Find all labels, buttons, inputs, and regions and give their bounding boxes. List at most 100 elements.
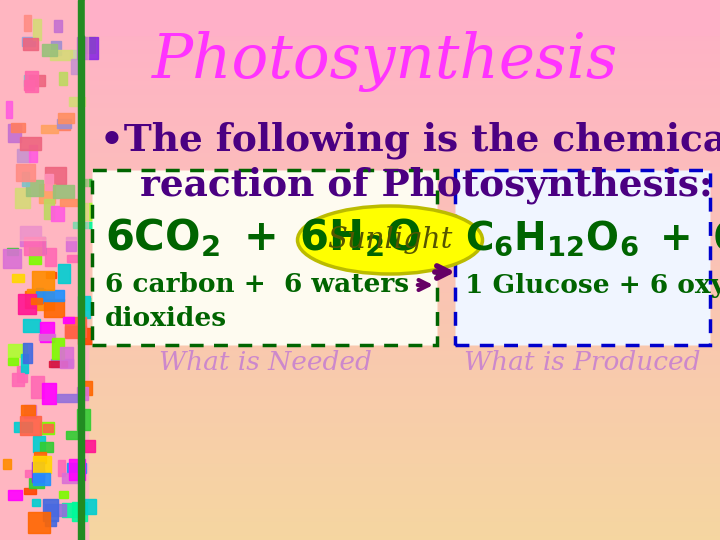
- Bar: [85, 180, 720, 185]
- Bar: [17, 366, 27, 382]
- Bar: [85, 301, 720, 306]
- Bar: [85, 297, 720, 301]
- Bar: [85, 347, 720, 351]
- Bar: [58, 113, 74, 123]
- Bar: [0, 0, 720, 30]
- Bar: [85, 378, 720, 382]
- Bar: [53, 185, 73, 198]
- Bar: [84, 440, 95, 452]
- Bar: [85, 328, 720, 333]
- Bar: [45, 520, 56, 526]
- Bar: [45, 248, 55, 266]
- Bar: [85, 126, 720, 131]
- Bar: [66, 431, 79, 438]
- Bar: [22, 172, 30, 186]
- Bar: [45, 504, 66, 516]
- Bar: [59, 491, 68, 498]
- Bar: [77, 387, 89, 400]
- Bar: [45, 174, 53, 191]
- Bar: [85, 342, 720, 347]
- Bar: [85, 490, 720, 495]
- Bar: [85, 18, 720, 23]
- Bar: [24, 406, 36, 417]
- Bar: [68, 97, 85, 106]
- Bar: [85, 108, 720, 112]
- Bar: [32, 462, 44, 482]
- Bar: [60, 347, 73, 368]
- Bar: [85, 432, 720, 436]
- Bar: [22, 37, 35, 46]
- Bar: [39, 237, 45, 254]
- Bar: [33, 19, 40, 39]
- Bar: [84, 381, 92, 395]
- Bar: [27, 289, 45, 303]
- Bar: [20, 416, 41, 435]
- Bar: [85, 131, 720, 135]
- Bar: [49, 361, 68, 367]
- Bar: [45, 167, 66, 184]
- Bar: [85, 409, 720, 414]
- Bar: [50, 50, 72, 60]
- Bar: [46, 272, 56, 278]
- Bar: [58, 265, 71, 283]
- Bar: [42, 424, 53, 432]
- Bar: [51, 206, 64, 221]
- Bar: [85, 256, 720, 261]
- Text: Photosynthesis: Photosynthesis: [152, 31, 618, 92]
- Bar: [85, 99, 720, 104]
- Bar: [85, 0, 720, 4]
- Bar: [63, 318, 74, 323]
- Bar: [6, 248, 18, 255]
- Bar: [29, 478, 44, 488]
- Ellipse shape: [297, 206, 482, 274]
- Bar: [85, 392, 720, 396]
- Bar: [85, 198, 720, 202]
- Bar: [85, 104, 720, 108]
- Bar: [85, 243, 720, 247]
- Bar: [44, 290, 64, 301]
- Bar: [36, 292, 55, 310]
- Bar: [85, 247, 720, 252]
- Text: dioxides: dioxides: [105, 306, 227, 330]
- Bar: [85, 324, 720, 328]
- Bar: [21, 405, 35, 415]
- Bar: [40, 442, 53, 452]
- Bar: [85, 193, 720, 198]
- Bar: [85, 306, 720, 310]
- Bar: [29, 75, 45, 86]
- Bar: [8, 124, 22, 142]
- Bar: [85, 166, 720, 171]
- Bar: [85, 230, 720, 234]
- Bar: [41, 125, 58, 133]
- Bar: [85, 360, 720, 364]
- Text: What is Needed: What is Needed: [158, 349, 372, 375]
- Bar: [85, 315, 720, 320]
- Bar: [85, 36, 720, 40]
- Bar: [85, 414, 720, 418]
- Bar: [25, 71, 37, 92]
- Bar: [85, 382, 720, 387]
- Bar: [85, 500, 720, 504]
- Bar: [85, 455, 720, 459]
- Bar: [85, 54, 720, 58]
- Bar: [85, 81, 720, 85]
- Bar: [85, 270, 720, 274]
- Bar: [23, 38, 38, 50]
- Bar: [33, 456, 50, 472]
- Bar: [78, 0, 84, 540]
- Bar: [85, 495, 720, 500]
- Bar: [58, 123, 70, 130]
- Bar: [85, 441, 720, 445]
- Bar: [85, 63, 720, 68]
- Bar: [24, 237, 45, 255]
- Bar: [85, 536, 720, 540]
- Bar: [78, 328, 94, 343]
- Bar: [85, 77, 720, 81]
- Bar: [19, 137, 40, 150]
- Bar: [85, 112, 720, 117]
- Bar: [32, 272, 54, 290]
- Bar: [85, 27, 720, 31]
- Bar: [77, 37, 98, 58]
- Bar: [84, 202, 97, 220]
- Bar: [85, 310, 720, 315]
